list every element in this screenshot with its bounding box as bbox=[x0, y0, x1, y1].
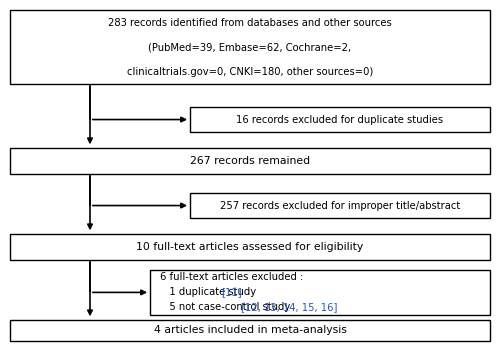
Text: [11]: [11] bbox=[221, 287, 242, 298]
Text: clinicaltrials.gov=0, CNKI=180, other sources=0): clinicaltrials.gov=0, CNKI=180, other so… bbox=[127, 67, 373, 77]
FancyBboxPatch shape bbox=[10, 320, 490, 341]
Text: (PubMed=39, Embase=62, Cochrane=2,: (PubMed=39, Embase=62, Cochrane=2, bbox=[148, 42, 352, 52]
Text: 6 full-text articles excluded :: 6 full-text articles excluded : bbox=[160, 272, 303, 282]
Text: 283 records identified from databases and other sources: 283 records identified from databases an… bbox=[108, 18, 392, 28]
FancyBboxPatch shape bbox=[190, 193, 490, 218]
FancyBboxPatch shape bbox=[10, 10, 490, 84]
Text: 1 duplicate study: 1 duplicate study bbox=[160, 287, 259, 298]
FancyBboxPatch shape bbox=[10, 234, 490, 260]
FancyBboxPatch shape bbox=[190, 107, 490, 132]
FancyBboxPatch shape bbox=[150, 270, 490, 315]
Text: 257 records excluded for improper title/abstract: 257 records excluded for improper title/… bbox=[220, 201, 460, 211]
Text: 267 records remained: 267 records remained bbox=[190, 156, 310, 166]
FancyBboxPatch shape bbox=[10, 148, 490, 174]
Text: 10 full-text articles assessed for eligibility: 10 full-text articles assessed for eligi… bbox=[136, 242, 364, 252]
Text: [12, 13, 14, 15, 16]: [12, 13, 14, 15, 16] bbox=[241, 302, 338, 312]
Text: 5 not case-control study: 5 not case-control study bbox=[160, 302, 294, 312]
Text: 16 records excluded for duplicate studies: 16 records excluded for duplicate studie… bbox=[236, 115, 444, 125]
Text: 4 articles included in meta-analysis: 4 articles included in meta-analysis bbox=[154, 325, 346, 335]
